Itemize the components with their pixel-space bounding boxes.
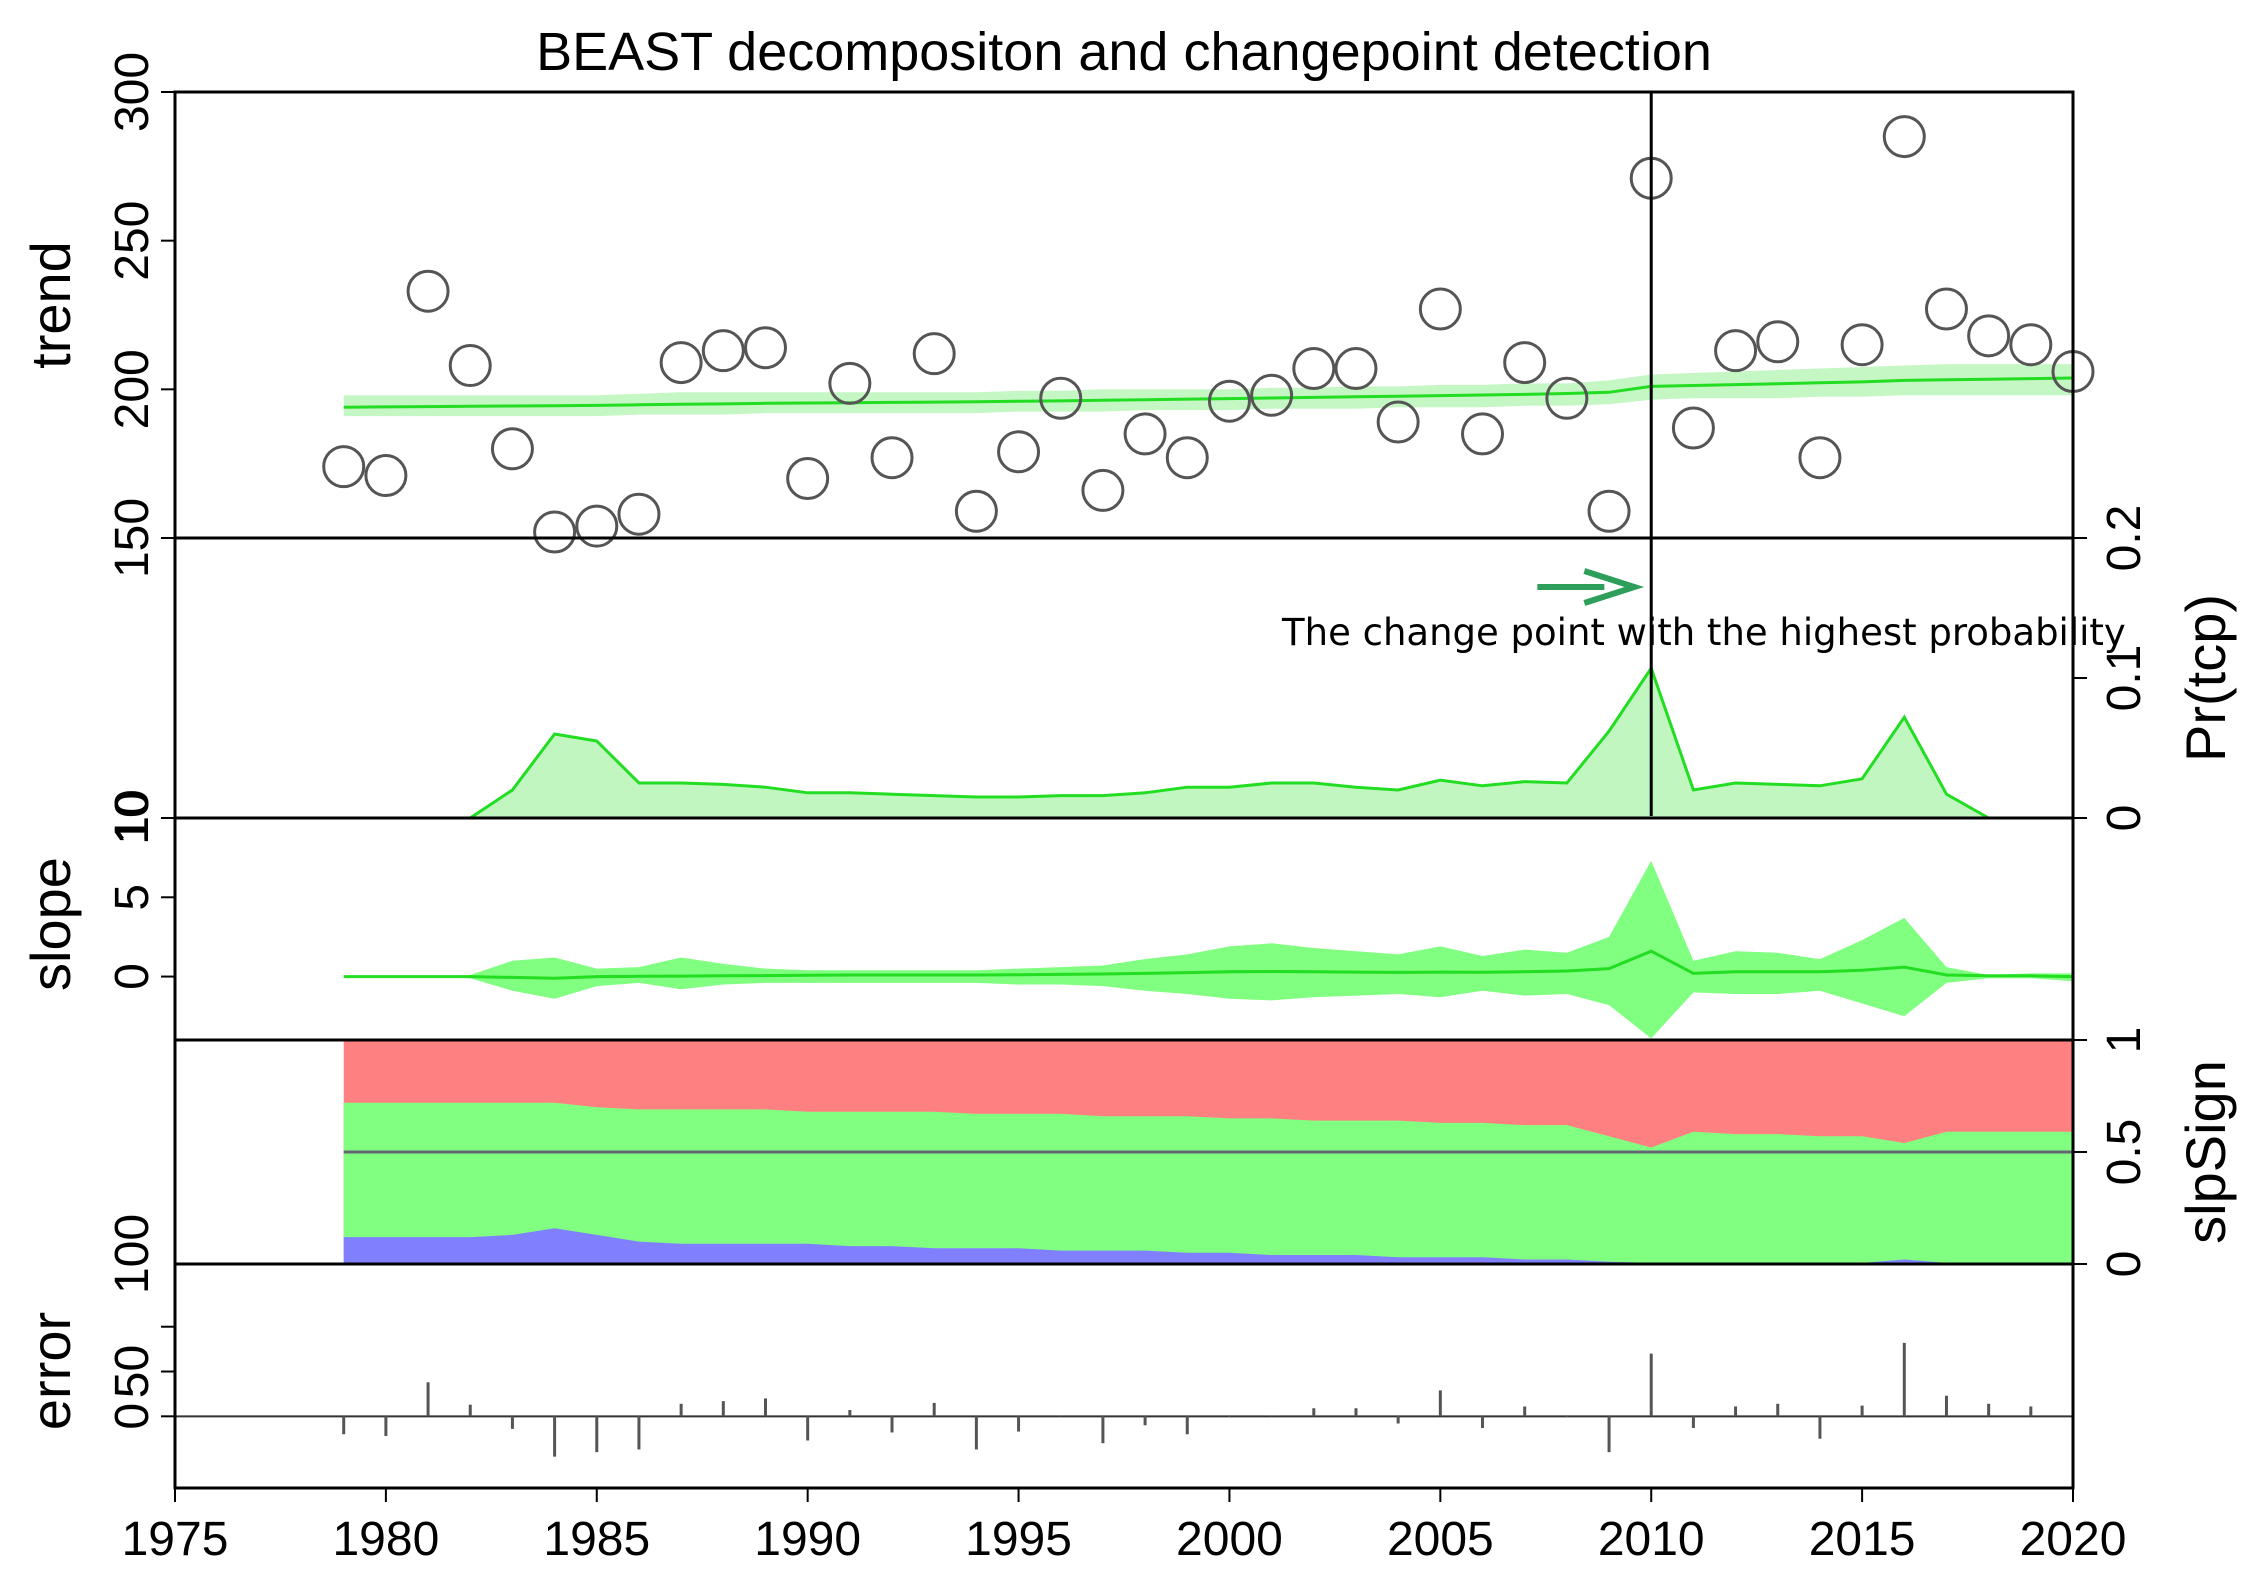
panel-prob: 0 0.1 0.2 10 Pr(tcp) The change point with th…	[106, 505, 2237, 843]
prob-tick-0.1: 0.1	[2098, 645, 2151, 712]
observed-point-1999	[1165, 436, 1209, 480]
slope-ylabel: slope	[19, 857, 82, 991]
observed-point-2000	[1207, 379, 1251, 423]
observed-point-1992	[870, 436, 914, 480]
trend-tick-250: 250	[106, 201, 159, 281]
observed-point-2009	[1587, 489, 1631, 533]
x-tick-2005: 2005	[1387, 1513, 1494, 1566]
x-tick-1990: 1990	[754, 1513, 861, 1566]
x-tick-2020: 2020	[2020, 1513, 2127, 1566]
prob-line	[343, 664, 2073, 820]
observed-point-2006	[1461, 412, 1505, 456]
x-axis: 1975 1980 1985 1990 1995 2000 2005 2010 2015 2020	[122, 1488, 2127, 1566]
panel-slope: 0 5 10 slope	[19, 791, 2074, 1039]
slpsign-tick-1: 1	[2098, 1027, 2151, 1054]
prob-tick-0: 0	[2098, 805, 2151, 832]
slope-tick-10: 10	[106, 791, 159, 844]
observed-point-1995	[997, 430, 1041, 474]
error-tick-50: 50	[106, 1345, 159, 1398]
trend-ci-band	[343, 364, 2074, 417]
trend-tick-300: 300	[106, 52, 159, 132]
observed-point-1988	[701, 329, 745, 373]
slpsign-green-area	[343, 1102, 2074, 1264]
trend-ylabel: trend	[19, 241, 82, 369]
observed-point-2016	[1882, 115, 1926, 159]
panel-slpsign: 0 0.5 1 100 slpSign	[106, 1027, 2237, 1294]
observed-point-2003	[1334, 347, 1378, 391]
observed-point-1991	[828, 361, 872, 405]
observed-point-1993	[912, 332, 956, 376]
observed-point-1997	[1081, 468, 1125, 512]
observed-point-2001	[1250, 373, 1294, 417]
observed-point-2008	[1545, 376, 1589, 420]
prob-fill	[343, 668, 2074, 818]
observed-point-1987	[659, 341, 703, 385]
x-tick-2010: 2010	[1598, 1513, 1705, 1566]
observed-point-2004	[1376, 400, 1420, 444]
observed-point-2007	[1503, 341, 1547, 385]
observed-point-2013	[1756, 320, 1800, 364]
prob-tick-0.2: 0.2	[2098, 505, 2151, 572]
observed-point-2018	[1967, 314, 2011, 358]
observed-point-1989	[743, 326, 787, 370]
observed-point-1983	[490, 427, 534, 471]
observed-point-1985	[575, 504, 619, 548]
x-tick-1985: 1985	[543, 1513, 650, 1566]
slope-tick-5: 5	[106, 884, 159, 911]
slpsign-tick-0: 0	[2098, 1251, 2151, 1278]
annotation-arrow-head	[1583, 568, 1645, 606]
observed-point-1998	[1123, 412, 1167, 456]
observed-point-1986	[617, 492, 661, 536]
observed-point-1994	[954, 489, 998, 533]
observed-point-2011	[1671, 406, 1715, 450]
observed-point-2017	[1924, 287, 1968, 331]
x-tick-2000: 2000	[1176, 1513, 1283, 1566]
slpsign-ylabel: slpSign	[2174, 1060, 2237, 1244]
observed-point-2019	[2009, 323, 2053, 367]
observed-point-2002	[1292, 347, 1336, 391]
prob-ylabel: Pr(tcp)	[2174, 594, 2237, 762]
panel-trend: 150 200 250 300 trend	[19, 52, 2095, 578]
error-tick-0: 0	[106, 1403, 159, 1430]
slpsign-tick-0.5: 0.5	[2098, 1119, 2151, 1186]
x-tick-2015: 2015	[1809, 1513, 1916, 1566]
plot-frame	[173, 90, 2075, 1490]
observed-point-2005	[1418, 287, 1462, 331]
trend-tick-150: 150	[106, 498, 159, 578]
x-tick-1995: 1995	[965, 1513, 1072, 1566]
observed-point-2015	[1840, 323, 1884, 367]
observed-point-1996	[1039, 376, 1083, 420]
x-tick-1980: 1980	[332, 1513, 439, 1566]
observed-point-1990	[786, 457, 830, 501]
observed-point-1980	[364, 454, 408, 498]
annotation-text: The change point with the highest probab…	[1281, 611, 2126, 654]
observed-point-2014	[1798, 436, 1842, 480]
slope-tick-0: 0	[106, 963, 159, 990]
trend-tick-200: 200	[106, 349, 159, 429]
panel-error: 0 50 error	[19, 1312, 2075, 1457]
slpsign-left-tick: 100	[106, 1214, 159, 1294]
prob-left-tick: 10	[106, 789, 159, 842]
observed-point-1979	[322, 445, 366, 489]
error-ylabel: error	[19, 1312, 82, 1430]
slope-ci-band	[343, 860, 2074, 1039]
observed-point-2012	[1714, 329, 1758, 373]
observed-point-1981	[406, 269, 450, 313]
observed-point-1982	[448, 344, 492, 388]
x-tick-1975: 1975	[122, 1513, 229, 1566]
slope-line	[343, 949, 2074, 980]
slpsign-blue-area	[343, 1228, 2074, 1264]
observed-point-1984	[533, 510, 577, 554]
chart-title: BEAST decompositon and changepoint detec…	[536, 22, 1712, 82]
panel-frames	[173, 90, 2075, 1490]
